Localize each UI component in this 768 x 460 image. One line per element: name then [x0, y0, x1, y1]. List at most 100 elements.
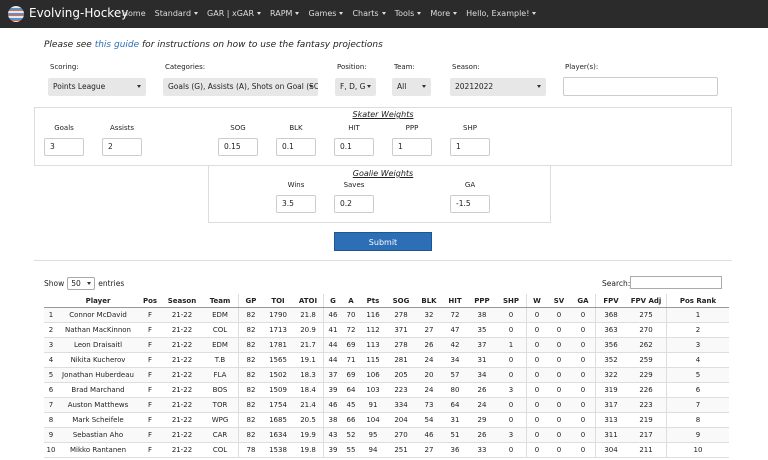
table-cell: 44 [323, 337, 342, 353]
table-cell: WPG [202, 412, 239, 428]
table-cell: BOS [202, 382, 239, 398]
column-header[interactable]: TOI [263, 294, 293, 308]
table-cell: 211 [626, 442, 667, 458]
weight-input[interactable]: 3.5 [276, 195, 316, 213]
player-cell: Mikko Rantanen [58, 442, 138, 458]
nav-item[interactable]: Charts [352, 9, 385, 18]
filter-select[interactable]: 20212022 [450, 78, 546, 96]
column-header[interactable]: FPV Adj [626, 294, 667, 308]
filter-select[interactable]: F, D, G [335, 78, 376, 96]
table-cell: 82 [238, 322, 263, 338]
table-cell: 21-22 [162, 382, 202, 398]
filter-input[interactable] [563, 77, 718, 96]
table-cell: 19.9 [293, 427, 324, 443]
table-row: 8 Mark Scheifele F 21-22 WPG 82 1685 20.5 38 66 10… [44, 412, 729, 428]
column-header[interactable]: SV [547, 294, 571, 308]
table-cell: 1502 [263, 367, 293, 383]
table-cell: 116 [360, 307, 386, 323]
nav-item[interactable]: Standard [155, 9, 198, 18]
table-cell: 21-22 [162, 427, 202, 443]
weight-input[interactable]: 1 [450, 138, 490, 156]
length-select[interactable]: 50 [67, 277, 96, 290]
filter-select[interactable]: All [392, 78, 431, 96]
column-header[interactable]: G [323, 294, 342, 308]
column-header[interactable]: BLK [416, 294, 442, 308]
table-cell: 57 [442, 367, 468, 383]
table-cell: COL [202, 322, 239, 338]
table-cell: 115 [360, 352, 386, 368]
filter-label: Position: [337, 63, 367, 71]
table-cell: 21-22 [162, 322, 202, 338]
table-cell: 229 [626, 367, 667, 383]
column-header[interactable]: GP [238, 294, 263, 308]
table-cell: 0 [547, 442, 571, 458]
weight-input[interactable]: 0.1 [276, 138, 316, 156]
table-cell: 21.4 [293, 397, 324, 413]
table-cell: 7 [666, 397, 729, 413]
logo[interactable] [8, 6, 24, 22]
table-cell: 1790 [263, 307, 293, 323]
table-cell: 18.4 [293, 382, 324, 398]
player-cell: Brad Marchand [58, 382, 138, 398]
weight-input[interactable]: 0.15 [218, 138, 258, 156]
table-cell: COL [202, 442, 239, 458]
weight-input[interactable]: 2 [102, 138, 142, 156]
table-cell: 0 [571, 307, 596, 323]
column-header[interactable]: SOG [386, 294, 416, 308]
table-cell: 82 [238, 382, 263, 398]
column-header[interactable]: Pos Rank [666, 294, 729, 308]
filter-select[interactable]: Points League [48, 78, 146, 96]
brand[interactable]: Evolving-Hockey [29, 6, 129, 20]
table-cell: 8 [44, 412, 58, 428]
table-cell: 304 [595, 442, 626, 458]
submit-button[interactable]: Submit [334, 232, 432, 251]
column-header[interactable]: PPP [468, 294, 496, 308]
guide-link[interactable]: this guide [94, 40, 140, 50]
weight-input[interactable]: 1 [392, 138, 432, 156]
table-cell: 82 [238, 367, 263, 383]
table-cell: 9 [666, 427, 729, 443]
column-header[interactable]: Pos [138, 294, 162, 308]
weight-input[interactable]: 0.2 [334, 195, 374, 213]
table-cell: 0 [526, 397, 547, 413]
table-cell: 281 [386, 352, 416, 368]
nav-item[interactable]: Home [122, 9, 146, 18]
search-input[interactable] [630, 276, 722, 289]
table-cell: 0 [547, 412, 571, 428]
table-cell: 35 [468, 322, 496, 338]
table-cell: F [138, 352, 162, 368]
column-header[interactable]: W [526, 294, 547, 308]
column-header[interactable]: SHP [496, 294, 527, 308]
column-header[interactable]: Player [58, 294, 138, 308]
column-header[interactable]: Team [202, 294, 239, 308]
nav-item[interactable]: Games [308, 9, 343, 18]
column-header[interactable]: A [342, 294, 360, 308]
weight-input[interactable]: 0.1 [334, 138, 374, 156]
weight-input[interactable]: -1.5 [450, 195, 490, 213]
column-header[interactable]: HIT [442, 294, 468, 308]
nav-item[interactable]: Tools [395, 9, 422, 18]
table-cell: 94 [360, 442, 386, 458]
nav-item[interactable]: RAPM [270, 9, 299, 18]
table-cell: 1538 [263, 442, 293, 458]
filter-select[interactable]: Goals (G), Assists (A), Shots on Goal (S… [163, 78, 318, 96]
table-cell: 70 [342, 307, 360, 323]
table-cell: 46 [323, 397, 342, 413]
table-cell: 259 [626, 352, 667, 368]
table-cell: 73 [416, 397, 442, 413]
column-header[interactable]: Pts [360, 294, 386, 308]
table-cell: F [138, 382, 162, 398]
table-cell: 3 [496, 427, 527, 443]
column-header[interactable]: Season [162, 294, 202, 308]
nav-item[interactable]: More [430, 9, 457, 18]
column-header[interactable]: GA [571, 294, 596, 308]
weight-label: GA [464, 181, 476, 189]
table-cell: 0 [496, 412, 527, 428]
weight-input[interactable]: 3 [44, 138, 84, 156]
nav-item[interactable]: Hello, Example! [466, 9, 536, 18]
nav-item[interactable]: GAR | xGAR [207, 9, 261, 18]
table-cell: 251 [386, 442, 416, 458]
column-header[interactable]: ATOI [293, 294, 324, 308]
column-header[interactable]: FPV [595, 294, 626, 308]
filter-label: Team: [394, 63, 415, 71]
